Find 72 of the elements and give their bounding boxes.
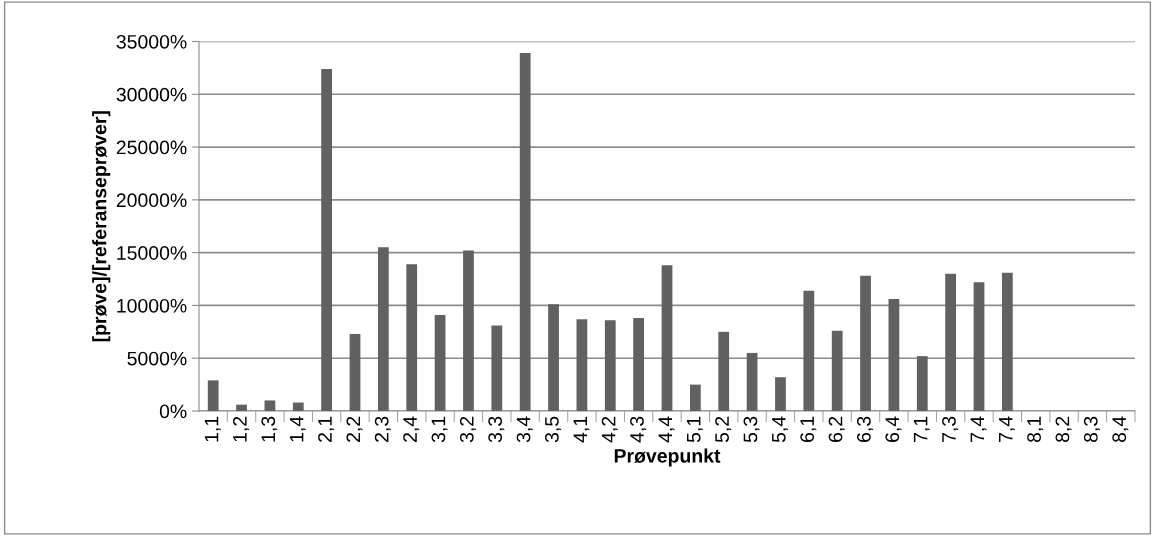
x-tick-label: 7,1	[913, 416, 930, 442]
x-tick-label: 6,2	[828, 416, 845, 442]
bar	[576, 319, 588, 411]
x-tick-label: 2,2	[346, 416, 363, 442]
x-tick-label: 2,4	[403, 416, 420, 442]
bar	[236, 404, 247, 411]
y-tick-label: 35000%	[116, 34, 187, 49]
bar	[746, 352, 758, 411]
bar	[860, 275, 871, 411]
bar	[377, 247, 389, 411]
bar	[604, 320, 616, 411]
bar	[831, 330, 843, 411]
x-tick-label: 7,4	[999, 416, 1015, 442]
x-tick-label: 3,5	[545, 416, 562, 443]
x-tick-label: 8,2	[1055, 416, 1072, 443]
x-tick-label: 3,4	[516, 416, 533, 443]
bar	[718, 331, 730, 411]
x-tick-label: 6,3	[857, 416, 874, 442]
y-tick-label: 15000%	[117, 246, 187, 260]
x-tick-label: 7,3	[942, 416, 959, 442]
x-tick-label: 5,2	[715, 416, 732, 443]
bar	[973, 282, 985, 411]
x-tick-label: 2,1	[318, 416, 335, 442]
x-tick-label: 8,3	[1083, 416, 1100, 443]
x-axis-title: Prøvepunkt	[614, 448, 721, 467]
x-tick-label: 4,1	[573, 416, 590, 443]
x-tick-label: 8,4	[1112, 416, 1129, 443]
x-tick-label: 4,4	[658, 416, 675, 443]
bar	[689, 384, 701, 411]
bar	[548, 304, 559, 411]
x-tick-label: 5,3	[743, 416, 760, 443]
bar	[661, 265, 673, 411]
y-tick-label: 10000%	[117, 298, 187, 313]
bar	[463, 250, 474, 411]
bar	[434, 314, 446, 411]
x-tick-label: 7,4	[970, 416, 987, 442]
y-tick-label: 25000%	[116, 140, 187, 155]
x-tick-label: 3,3	[488, 416, 505, 443]
bar	[406, 264, 418, 411]
x-tick-label: 5,1	[687, 416, 703, 443]
x-tick-label: 5,4	[772, 416, 788, 443]
x-tick-label: 1,2	[233, 416, 250, 442]
bar	[633, 318, 645, 411]
bar	[491, 325, 503, 411]
y-tick-label: 30000%	[116, 87, 187, 102]
x-tick-label: 1,4	[289, 416, 306, 442]
x-tick-label: 8,1	[1027, 416, 1044, 443]
x-tick-label: 3,1	[431, 416, 448, 443]
y-tick-label: 0%	[159, 404, 187, 419]
bar	[916, 356, 928, 411]
bar	[945, 273, 957, 411]
bar	[349, 333, 361, 411]
bar	[888, 299, 900, 411]
y-axis-title: [prøve]/[referanseprøver]	[92, 111, 111, 342]
x-tick-label: 6,1	[800, 416, 817, 442]
x-tick-label: 3,2	[459, 416, 476, 443]
x-tick-label: 4,2	[601, 416, 618, 443]
x-tick-label: 2,3	[374, 416, 391, 442]
y-tick-label: 5000%	[127, 351, 187, 366]
x-tick-label: 1,1	[204, 416, 221, 442]
bar	[803, 290, 815, 411]
bar	[519, 53, 531, 411]
bar	[1001, 272, 1013, 411]
x-tick-label: 1,3	[261, 416, 278, 442]
bar	[321, 68, 333, 411]
bar	[264, 400, 276, 411]
bar	[207, 380, 219, 411]
y-tick-label: 20000%	[116, 193, 187, 208]
bar	[292, 402, 304, 411]
x-tick-label: 4,3	[630, 416, 647, 443]
bar	[775, 377, 786, 411]
x-tick-label: 6,4	[885, 416, 902, 442]
